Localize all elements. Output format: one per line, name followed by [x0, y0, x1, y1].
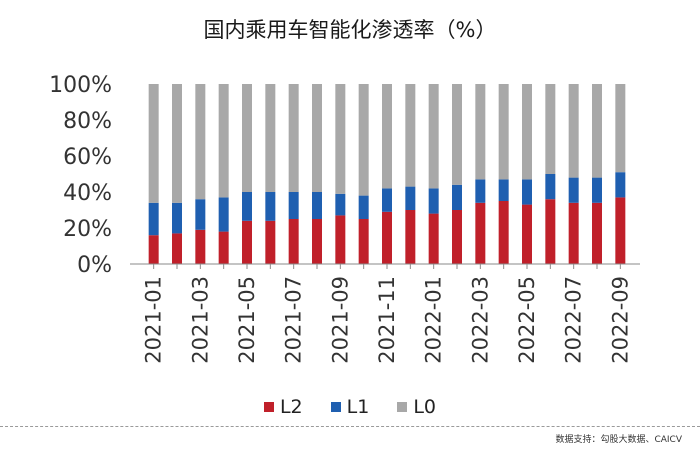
bar-segment-l1: [452, 184, 462, 210]
source-note: 数据支持：勾股大数据、CAICV: [555, 435, 682, 445]
legend-label-l1: L1: [346, 396, 370, 418]
y-tick-label: 20%: [63, 217, 112, 242]
y-tick-label: 80%: [63, 109, 112, 134]
bar-segment-l2: [242, 220, 252, 264]
legend: L2 L1 L0: [0, 396, 700, 418]
bar-segment-l1: [615, 172, 626, 198]
bar-segment-l1: [312, 192, 322, 219]
bar-segment-l1: [498, 179, 509, 201]
bar-segment-l0: [335, 84, 346, 194]
bar-segment-l0: [405, 84, 416, 187]
bar-segment-l2: [195, 229, 206, 264]
bar-segment-l1: [358, 195, 369, 219]
bar-segment-l2: [592, 202, 602, 264]
bar-segment-l0: [452, 84, 462, 185]
bar-segment-l0: [358, 84, 369, 196]
bar-segment-l0: [382, 84, 392, 189]
bar-segment-l0: [522, 84, 532, 180]
bar-segment-l1: [475, 179, 486, 203]
legend-swatch-l0: [397, 402, 408, 412]
bar-segment-l1: [592, 177, 602, 203]
bar-segment-l2: [615, 197, 626, 264]
bar-segment-l1: [382, 188, 392, 212]
x-tick-label: 2022-03: [468, 276, 492, 364]
bar-segment-l0: [475, 84, 486, 180]
bar-segment-l2: [522, 204, 532, 264]
bar-segment-l1: [195, 199, 206, 230]
x-tick-label: 2021-07: [282, 276, 306, 364]
bar-segment-l0: [498, 84, 509, 180]
bar-segment-l0: [288, 84, 299, 192]
bar-segment-l2: [148, 235, 159, 264]
bar-segment-l1: [265, 192, 276, 221]
bar-segment-l1: [405, 186, 416, 210]
bar-segment-l2: [265, 220, 276, 264]
bar-segment-l2: [288, 219, 299, 264]
bar-segment-l0: [172, 84, 182, 203]
bar-segment-l1: [172, 202, 182, 234]
bar-segment-l0: [428, 84, 439, 189]
bar-segment-l1: [242, 192, 252, 221]
bar-segment-l0: [545, 84, 556, 174]
x-tick-label: 2022-07: [562, 276, 586, 364]
legend-label-l2: L2: [279, 396, 303, 418]
legend-item-l0: L0: [397, 396, 436, 418]
bar-segment-l1: [568, 177, 579, 203]
bar-segment-l2: [475, 202, 486, 264]
bar-segment-l0: [148, 84, 159, 203]
bar-segment-l2: [428, 213, 439, 264]
x-tick-label: 2022-05: [515, 276, 539, 364]
bar-segment-l2: [172, 233, 182, 264]
y-axis: 0% 20% 40% 60% 80% 100%: [49, 73, 112, 278]
bar-segment-l0: [218, 84, 229, 198]
bar-segment-l2: [405, 210, 416, 264]
bar-segment-l0: [592, 84, 602, 178]
y-tick-label: 40%: [63, 181, 112, 206]
y-tick-label: 0%: [77, 253, 112, 278]
bar-segment-l2: [218, 231, 229, 264]
bar-segment-l1: [545, 174, 556, 200]
x-tick-label: 2021-11: [375, 276, 399, 364]
x-axis: 2021-01 2021-03 2021-05 2021-07 2021-09 2021-…: [130, 263, 640, 364]
x-tick-label: 2021-09: [328, 276, 352, 364]
chart-title: 国内乘用车智能化渗透率（%）: [203, 18, 497, 42]
bar-segment-l1: [288, 192, 299, 219]
bar-segment-l1: [335, 193, 346, 216]
bar-segment-l0: [615, 84, 626, 173]
legend-swatch-l1: [330, 402, 341, 412]
x-tick-label: 2021-05: [235, 276, 259, 364]
source-divider: [0, 426, 700, 427]
legend-label-l0: L0: [413, 396, 437, 418]
bar-segment-l0: [242, 84, 252, 192]
y-tick-label: 100%: [49, 73, 112, 98]
bar-segment-l0: [265, 84, 276, 192]
bar-segment-l2: [312, 219, 322, 264]
legend-swatch-l2: [263, 402, 274, 412]
bar-segment-l0: [195, 84, 206, 200]
bar-segment-l1: [218, 197, 229, 232]
x-tick-label: 2022-09: [608, 276, 632, 364]
bars: [148, 84, 626, 264]
legend-item-l1: L1: [330, 396, 370, 418]
bar-segment-l0: [568, 84, 579, 178]
bar-segment-l1: [522, 179, 532, 205]
bar-segment-l2: [335, 215, 346, 264]
bar-segment-l0: [312, 84, 322, 192]
bar-segment-l2: [452, 210, 462, 264]
bar-segment-l1: [148, 202, 159, 236]
bar-segment-l2: [568, 202, 579, 264]
bar-segment-l2: [382, 211, 392, 264]
x-tick-label: 2021-01: [142, 276, 166, 364]
y-tick-label: 60%: [63, 145, 112, 170]
x-tick-label: 2021-03: [188, 276, 212, 364]
bar-segment-l2: [498, 201, 509, 264]
bar-segment-l2: [358, 219, 369, 264]
bar-segment-l2: [545, 199, 556, 264]
x-tick-label: 2022-01: [422, 276, 446, 364]
bar-segment-l1: [428, 188, 439, 214]
legend-item-l2: L2: [263, 396, 303, 418]
